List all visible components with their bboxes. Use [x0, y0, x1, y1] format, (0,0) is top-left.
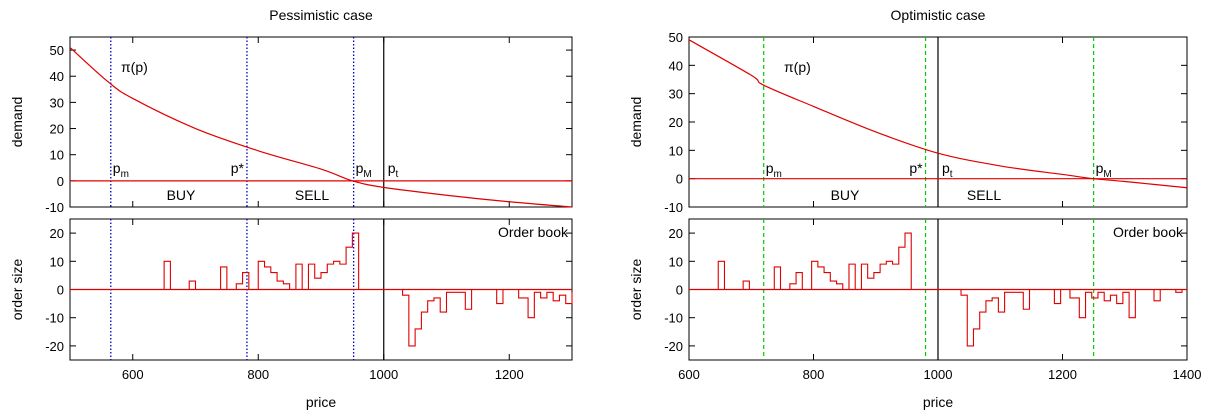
label-p-t-subscript: t	[396, 169, 399, 180]
y-axis-label: order size	[628, 259, 644, 321]
y-tick-label: 10	[669, 143, 683, 158]
y-tick-label: 40	[669, 58, 683, 73]
y-tick-label: -10	[664, 311, 683, 326]
y-tick-label: -10	[664, 200, 683, 215]
demand-curve-line	[688, 39, 1188, 189]
demand-panel-frame	[69, 36, 573, 208]
label-p-M: pM	[1096, 160, 1112, 180]
x-tick-label: 600	[678, 367, 700, 382]
curve-label: π(p)	[784, 59, 811, 75]
region-label-buy: BUY	[831, 187, 860, 203]
y-tick-label: -10	[45, 200, 64, 215]
label-p-t-subscript: t	[950, 169, 953, 180]
y-axis-label: demand	[628, 97, 644, 148]
label-p-M-main: p	[1096, 160, 1104, 176]
order-book-steps	[689, 232, 1187, 347]
y-tick-label: 0	[57, 283, 64, 298]
y-axis-label: demand	[9, 97, 25, 148]
x-axis-label: price	[923, 394, 954, 410]
label-p-M-subscript: M	[1103, 169, 1111, 180]
x-tick-label: 1400	[1173, 367, 1202, 382]
x-tick-label: 800	[803, 367, 825, 382]
label-p-t-main: p	[942, 160, 950, 176]
y-tick-label: 50	[50, 43, 64, 58]
region-label-buy: BUY	[167, 187, 196, 203]
y-tick-label: 10	[50, 148, 64, 163]
label-p-M-subscript: M	[363, 169, 371, 180]
demand-curve-line	[69, 47, 573, 208]
label-p-m-main: p	[766, 160, 774, 176]
x-axis-label: price	[306, 394, 337, 410]
label-p-t: pt	[388, 160, 399, 180]
label-p-m-main: p	[113, 160, 121, 176]
y-tick-label: -20	[664, 339, 683, 354]
legend-label: Order book	[1113, 224, 1184, 240]
label-p-m: pm	[766, 160, 782, 180]
region-label-sell: SELL	[967, 187, 1001, 203]
y-tick-label: -20	[45, 339, 64, 354]
label-p-M-main: p	[356, 160, 364, 176]
x-tick-label: 1200	[495, 367, 524, 382]
y-tick-label: 50	[669, 30, 683, 45]
region-label-sell: SELL	[295, 187, 329, 203]
y-tick-label: -10	[45, 311, 64, 326]
x-tick-label: 1000	[369, 367, 398, 382]
x-tick-label: 1200	[1048, 367, 1077, 382]
label-p-m-subscript: m	[773, 169, 781, 180]
x-tick-label: 800	[247, 367, 269, 382]
legend-label: Order book	[498, 224, 569, 240]
y-axis-label: order size	[9, 259, 25, 321]
label-p-m: pm	[113, 160, 129, 180]
order-book-steps	[70, 232, 573, 347]
y-tick-label: 20	[669, 226, 683, 241]
y-tick-label: 10	[50, 254, 64, 269]
chart-title: Pessimistic case	[269, 7, 373, 23]
label-p-t: pt	[942, 160, 953, 180]
y-tick-label: 10	[669, 254, 683, 269]
label-p-m-subscript: m	[121, 169, 129, 180]
y-tick-label: 30	[50, 95, 64, 110]
y-tick-label: 0	[676, 283, 683, 298]
y-tick-label: 20	[50, 226, 64, 241]
chart-title: Optimistic case	[891, 7, 986, 23]
y-tick-label: 30	[669, 87, 683, 102]
label-p-star: p*	[231, 160, 245, 176]
y-tick-label: 0	[676, 172, 683, 187]
label-p-t-main: p	[388, 160, 396, 176]
curve-label: π(p)	[121, 59, 148, 75]
y-tick-label: 0	[57, 174, 64, 189]
label-p-M: pM	[356, 160, 372, 180]
y-tick-label: 40	[50, 69, 64, 84]
label-p-star: p*	[909, 160, 923, 176]
x-tick-label: 1000	[924, 367, 953, 382]
y-tick-label: 20	[669, 115, 683, 130]
x-tick-label: 600	[122, 367, 144, 382]
y-tick-label: 20	[50, 122, 64, 137]
